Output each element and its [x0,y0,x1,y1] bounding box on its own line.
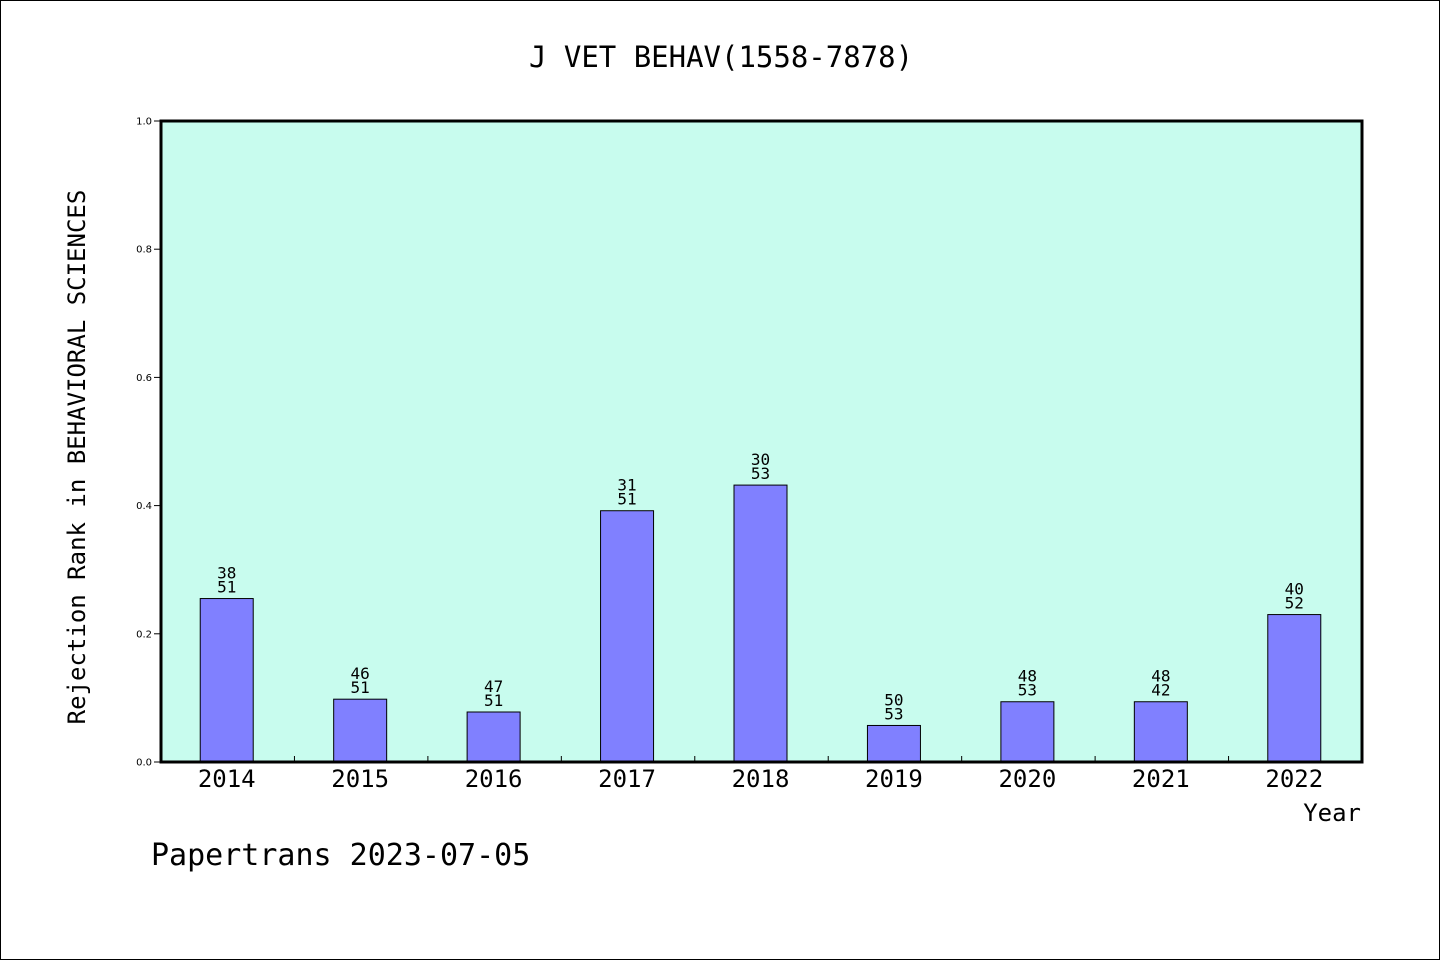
bar-2015 [333,698,388,763]
x-tick-label-2022: 2022 [1265,765,1323,793]
bar-2021 [1133,701,1188,763]
bar-2020 [1000,701,1055,763]
bar-label-top-2016: 47 [484,677,503,696]
bar-2019 [866,724,921,763]
bar-label-bottom-2019: 53 [884,704,903,723]
bar-label-top-2018: 30 [751,450,770,469]
y-tick-label-0.0: 0.0 [136,758,152,769]
x-tick-label-2016: 2016 [465,765,523,793]
bar-label-bottom-2018: 53 [751,464,770,483]
y-tick-label-0.6: 0.6 [136,373,152,384]
x-tick-label-2017: 2017 [598,765,656,793]
bar-label-bottom-2014: 51 [217,578,236,597]
bar-label-bottom-2015: 51 [351,678,370,697]
bar-label-top-2022: 40 [1285,580,1304,599]
bar-label-bottom-2017: 51 [617,490,636,509]
bar-label-top-2017: 31 [617,476,636,495]
bar-label-bottom-2020: 53 [1018,681,1037,700]
x-tick-label-2014: 2014 [198,765,256,793]
bar-label-bottom-2021: 42 [1151,681,1170,700]
x-tick-label-2015: 2015 [331,765,389,793]
x-tick-label-2020: 2020 [998,765,1056,793]
x-tick-label-2021: 2021 [1132,765,1190,793]
bar-2014 [199,598,254,763]
y-ticks-layer: 0.0 0.2 0.4 0.6 0.8 1.0 [136,117,161,769]
x-axis-label: Year [1303,799,1361,827]
y-tick-label-0.4: 0.4 [136,501,152,512]
bars-layer [199,484,1322,763]
footer-text: Papertrans 2023-07-05 [151,838,530,873]
bar-label-bottom-2022: 52 [1285,594,1304,613]
bar-label-top-2020: 48 [1018,667,1037,686]
y-axis-label: Rejection Rank in BEHAVIORAL SCIENCES [63,190,91,725]
bar-label-top-2014: 38 [217,564,236,583]
chart-title: J VET BEHAV(1558-7878) [529,40,913,74]
bar-label-top-2015: 46 [351,664,370,683]
y-tick-label-0.2: 0.2 [136,629,152,640]
plot-border [159,119,1364,764]
x-tick-label-2019: 2019 [865,765,923,793]
bar-label-top-2021: 48 [1151,667,1170,686]
x-ticks-layer: 2014 2015 2016 2017 2018 2019 2020 2021 2022 [198,756,1323,793]
x-tick-label-2018: 2018 [732,765,790,793]
bar-2018 [733,484,788,763]
bar-2017 [600,510,655,763]
bar-2022 [1267,614,1322,763]
y-tick-label-0.8: 0.8 [136,245,152,256]
bar-label-bottom-2016: 51 [484,691,503,710]
bar-label-top-2019: 50 [884,690,903,709]
y-tick-label-1.0: 1.0 [136,117,152,128]
bar-2016 [466,711,521,763]
